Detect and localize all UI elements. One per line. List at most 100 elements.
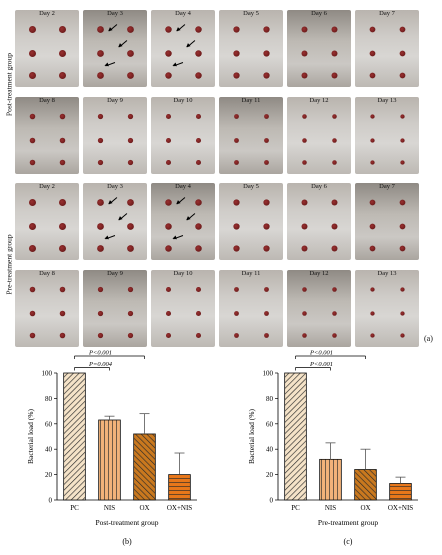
photo-cell bbox=[219, 270, 283, 347]
lesion-mark bbox=[195, 137, 202, 144]
arrow-icon bbox=[105, 62, 116, 67]
lesion-mark bbox=[399, 72, 406, 79]
lesion-mark bbox=[97, 113, 104, 120]
lesion-mark bbox=[399, 223, 406, 230]
y-tick-label: 20 bbox=[266, 471, 274, 479]
day-label: Day 7 bbox=[379, 183, 395, 190]
photo-cell bbox=[219, 183, 283, 260]
lesion-mark bbox=[263, 245, 270, 252]
lesion-mark bbox=[331, 72, 338, 79]
lesion-mark bbox=[264, 160, 269, 165]
lesion-mark bbox=[195, 199, 202, 206]
y-tick-label: 60 bbox=[45, 420, 53, 428]
photo-cell bbox=[83, 97, 147, 174]
lesion-mark bbox=[370, 138, 375, 143]
lesion-mark bbox=[165, 286, 172, 293]
arrow-icon bbox=[118, 40, 128, 48]
lesion-mark bbox=[59, 199, 66, 206]
lesion-mark bbox=[264, 333, 269, 338]
photo-cell bbox=[287, 270, 351, 347]
significance-label: P<0.001 bbox=[309, 350, 333, 357]
photo-cell bbox=[15, 97, 79, 174]
day-label: Day 13 bbox=[377, 270, 397, 277]
bar-chart-pre-treatment: 0 20 40 60 80 100 Bacterial load (%) PC NIS OX OX+… bbox=[247, 338, 418, 546]
lesion-mark bbox=[332, 114, 337, 119]
arrow-icon bbox=[176, 24, 186, 32]
arrow-icon bbox=[173, 235, 184, 240]
lesion-mark bbox=[301, 72, 308, 79]
lesion-mark bbox=[400, 138, 405, 143]
lesion-mark bbox=[195, 310, 202, 317]
bar bbox=[133, 433, 156, 501]
lesion-mark bbox=[29, 332, 36, 339]
lesion-mark bbox=[165, 159, 172, 166]
lesion-mark bbox=[233, 50, 240, 57]
x-axis-label: Post-treatment group bbox=[95, 518, 158, 527]
arrow-icon bbox=[176, 197, 186, 205]
lesion-mark bbox=[399, 50, 406, 57]
lesion-mark bbox=[400, 114, 405, 119]
day-label: Day 5 bbox=[243, 183, 259, 190]
lesion-mark bbox=[234, 311, 239, 316]
bar bbox=[389, 483, 412, 501]
lesion-mark bbox=[59, 137, 66, 144]
day-label: Day 5 bbox=[243, 10, 259, 17]
group-label-post: Post-treatment group bbox=[4, 52, 14, 117]
photo-cell bbox=[83, 270, 147, 347]
y-tick-label: 60 bbox=[266, 420, 274, 428]
lesion-mark bbox=[165, 332, 172, 339]
lesion-mark bbox=[264, 287, 269, 292]
lesion-mark bbox=[302, 160, 307, 165]
lesion-mark bbox=[59, 26, 66, 33]
lesion-mark bbox=[127, 310, 134, 317]
lesion-mark bbox=[127, 72, 134, 79]
lesion-mark bbox=[369, 72, 376, 79]
day-label: Day 12 bbox=[309, 97, 329, 104]
lesion-mark bbox=[59, 50, 66, 57]
x-tick-label: OX bbox=[139, 504, 149, 512]
day-label: Day 8 bbox=[39, 270, 55, 277]
lesion-mark bbox=[301, 245, 308, 252]
lesion-mark bbox=[97, 199, 104, 206]
bar-chart-post-treatment: 0 20 40 60 80 100 Bacterial load (%) PC NIS OX OX+… bbox=[26, 315, 197, 546]
lesion-mark bbox=[195, 286, 202, 293]
x-tick-label: OX+NIS bbox=[388, 504, 413, 512]
arrow-icon bbox=[108, 197, 118, 205]
y-axis-label: Bacterial load (%) bbox=[26, 409, 35, 464]
lesion-mark bbox=[370, 287, 375, 292]
lesion-mark bbox=[263, 26, 270, 33]
bar bbox=[354, 469, 377, 501]
day-label: Day 2 bbox=[39, 10, 55, 17]
day-label: Day 10 bbox=[173, 97, 193, 104]
significance-label: P=0.004 bbox=[88, 361, 113, 368]
lesion-mark bbox=[234, 287, 239, 292]
lesion-mark bbox=[165, 245, 172, 252]
day-label: Day 10 bbox=[173, 270, 193, 277]
day-label: Day 3 bbox=[107, 10, 123, 17]
lesion-mark bbox=[331, 50, 338, 57]
lesion-mark bbox=[127, 26, 134, 33]
panel-a-photo-grid: Post-treatment group Pre-treatment group… bbox=[0, 0, 442, 350]
lesion-mark bbox=[59, 72, 66, 79]
photo-cell bbox=[151, 270, 215, 347]
lesion-mark bbox=[234, 138, 239, 143]
group-label-pre: Pre-treatment group bbox=[4, 234, 14, 295]
lesion-mark bbox=[97, 223, 104, 230]
lesion-mark bbox=[369, 50, 376, 57]
significance-label: P<0.001 bbox=[309, 361, 333, 368]
bar bbox=[168, 474, 191, 501]
photo-cell bbox=[83, 183, 147, 260]
lesion-mark bbox=[264, 311, 269, 316]
lesion-mark bbox=[29, 50, 36, 57]
lesion-mark bbox=[59, 223, 66, 230]
photo-cell bbox=[15, 183, 79, 260]
lesion-mark bbox=[127, 50, 134, 57]
lesion-mark bbox=[127, 159, 134, 166]
lesion-mark bbox=[97, 332, 104, 339]
lesion-mark bbox=[370, 114, 375, 119]
x-tick-label: NIS bbox=[104, 504, 115, 512]
lesion-mark bbox=[165, 50, 172, 57]
lesion-mark bbox=[195, 332, 202, 339]
lesion-mark bbox=[165, 223, 172, 230]
day-label: Day 4 bbox=[175, 10, 191, 17]
